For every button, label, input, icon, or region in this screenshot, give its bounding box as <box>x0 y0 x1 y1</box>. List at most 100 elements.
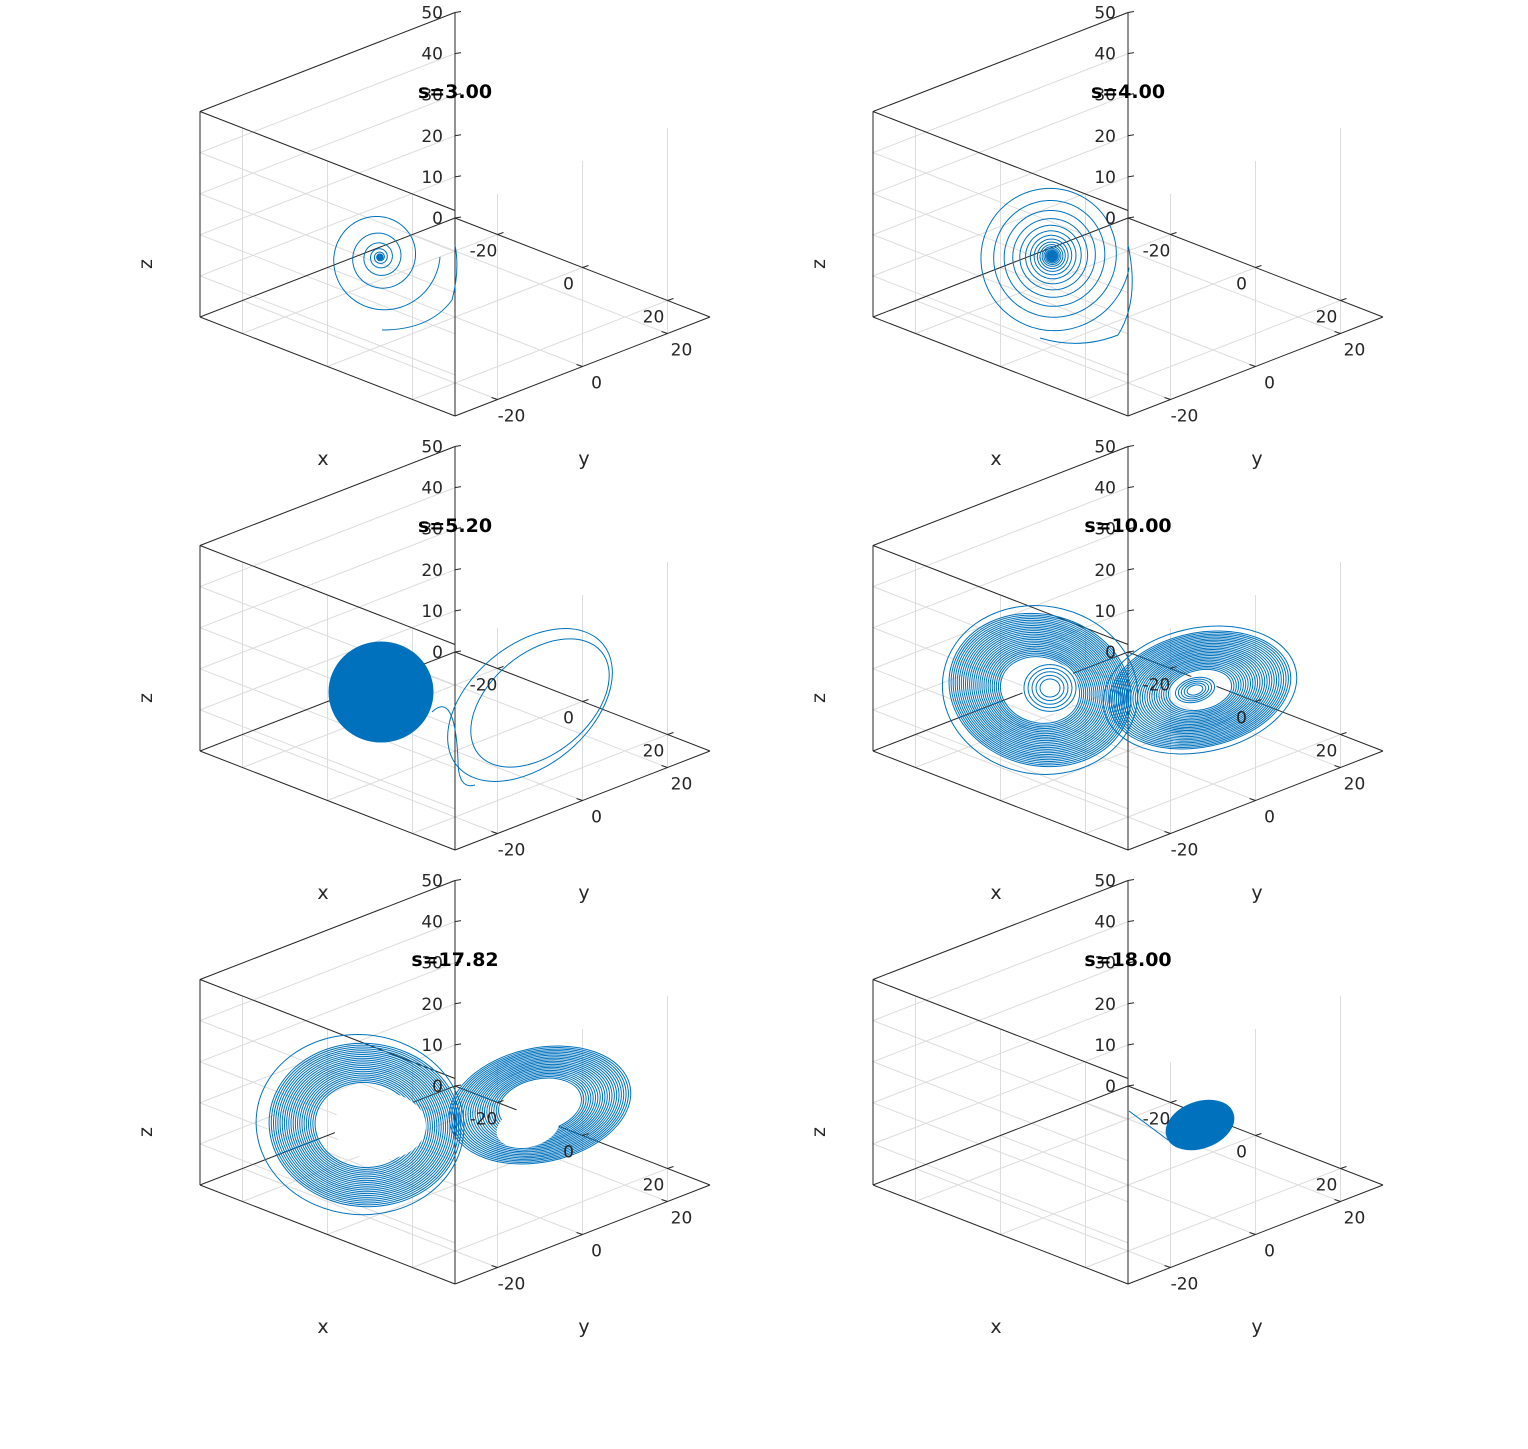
z-tick-mark <box>1127 1043 1135 1046</box>
x-tick-mark <box>582 1133 589 1136</box>
trajectory-loop <box>1035 674 1065 702</box>
axis-edge <box>199 750 456 851</box>
y-tick-label: 20 <box>1344 341 1366 361</box>
y-grid-line <box>1085 128 1341 335</box>
y-tick-mark <box>661 1199 668 1202</box>
x-axis-label: x <box>317 1316 328 1338</box>
z-tick-label: 10 <box>1094 1036 1116 1056</box>
trajectory-loop <box>1146 655 1254 725</box>
axes-box <box>872 12 1384 417</box>
z-tick-mark <box>454 650 462 653</box>
trajectory-loop <box>1165 667 1235 713</box>
z-tick-mark <box>1127 879 1135 881</box>
y-axis-label: y <box>578 882 589 904</box>
trajectory <box>980 187 1133 344</box>
y-tick-mark <box>661 331 668 334</box>
axis-edge <box>872 979 1129 1079</box>
y-tick-mark <box>491 397 498 400</box>
trajectory-loop <box>470 638 610 768</box>
z-tick-mark <box>1127 1084 1135 1087</box>
x-tick-label: -20 <box>470 242 498 262</box>
trajectory-loop <box>448 1045 632 1165</box>
x-tick-mark <box>1340 298 1347 301</box>
z-tick-label: 40 <box>1094 45 1116 65</box>
z-tick-label: 0 <box>1105 643 1116 663</box>
fixed-point <box>1047 251 1057 261</box>
z-tick-label: 50 <box>1094 4 1116 24</box>
trajectory-loop <box>455 1050 625 1160</box>
grid <box>198 12 668 401</box>
grid <box>198 880 668 1269</box>
axis-edge <box>872 750 1129 851</box>
x-tick-label: 20 <box>1316 308 1338 328</box>
y-grid-line <box>1085 996 1341 1203</box>
x-grid-line <box>412 1062 668 1269</box>
trajectory-loop <box>476 1063 604 1147</box>
trajectory-loop <box>453 1048 627 1162</box>
z-axis-label: z <box>808 259 830 269</box>
z-tick-mark <box>454 52 462 55</box>
axis-edge <box>872 217 1129 318</box>
y-tick-label: 0 <box>1264 374 1275 394</box>
axis-edge <box>199 1184 456 1285</box>
lobe-hole <box>334 1092 426 1160</box>
tick-labels: 0 10 20 30 40 50 -20 0 20 -20 0 20 <box>421 438 692 861</box>
x-tick-mark <box>1170 1100 1177 1103</box>
y-tick-mark <box>1334 765 1341 768</box>
y-tick-mark <box>661 765 668 768</box>
z-tick-mark <box>454 93 462 96</box>
z-tick-label: 40 <box>421 45 443 65</box>
z-tick-label: 30 <box>421 86 443 106</box>
trajectory-loop <box>481 1066 599 1144</box>
x-tick-mark <box>497 232 504 235</box>
trajectory-loop <box>290 1061 440 1189</box>
trajectory-loop <box>294 1065 436 1185</box>
subplot-title: s=5.20 <box>418 515 492 537</box>
z-tick-mark <box>454 527 462 530</box>
z-tick-mark <box>454 216 462 219</box>
axis-edge <box>199 217 456 318</box>
y-grid-line <box>412 562 668 769</box>
trajectory-loop <box>1180 680 1210 700</box>
dense-limit-cycle <box>1165 1099 1235 1151</box>
grid <box>871 880 1341 1269</box>
x-grid-line <box>412 628 668 835</box>
z-tick-mark <box>454 920 462 923</box>
x-tick-mark <box>582 699 589 702</box>
trajectory-loop <box>981 640 1099 740</box>
z-tick-label: 20 <box>421 127 443 147</box>
y-tick-label: -20 <box>498 1275 526 1295</box>
z-tick-mark <box>454 609 462 612</box>
y-tick-mark <box>1164 831 1171 834</box>
y-tick-label: 0 <box>1264 808 1275 828</box>
subplot-title: s=18.00 <box>1084 949 1171 971</box>
trajectory-loop <box>1177 678 1213 702</box>
z-tick-label: 20 <box>1094 561 1116 581</box>
trajectory-transient <box>431 706 476 787</box>
trajectory-loop <box>299 1068 431 1182</box>
y-tick-mark <box>1249 798 1256 801</box>
trajectory-loop <box>465 1056 615 1154</box>
z-tick-label: 20 <box>1094 995 1116 1015</box>
z-tick-label: 10 <box>421 1036 443 1056</box>
trajectory-loop <box>1132 645 1268 735</box>
x-tick-label: 20 <box>1316 742 1338 762</box>
axis-edge <box>199 446 456 546</box>
trajectory-loop <box>993 650 1087 730</box>
axis-edge <box>872 12 1129 112</box>
tick-labels: 0 10 20 30 40 50 -20 0 20 -20 0 20 <box>421 4 692 427</box>
z-tick-label: 10 <box>421 168 443 188</box>
axes-box <box>199 880 711 1285</box>
axis-edge <box>199 880 456 980</box>
z-tick-label: 40 <box>421 479 443 499</box>
x-tick-mark <box>1340 732 1347 735</box>
x-grid-line <box>915 996 1171 1203</box>
z-tick-mark <box>1127 52 1135 55</box>
trajectory-loop <box>1127 642 1273 738</box>
trajectory-loop <box>288 1059 442 1191</box>
trajectory-loop <box>971 631 1109 749</box>
z-tick-label: 50 <box>421 4 443 24</box>
y-tick-label: 20 <box>1344 1209 1366 1229</box>
tick-labels: 0 10 20 30 40 50 -20 0 20 -20 0 20 <box>1094 872 1365 1295</box>
x-tick-mark <box>1255 699 1262 702</box>
